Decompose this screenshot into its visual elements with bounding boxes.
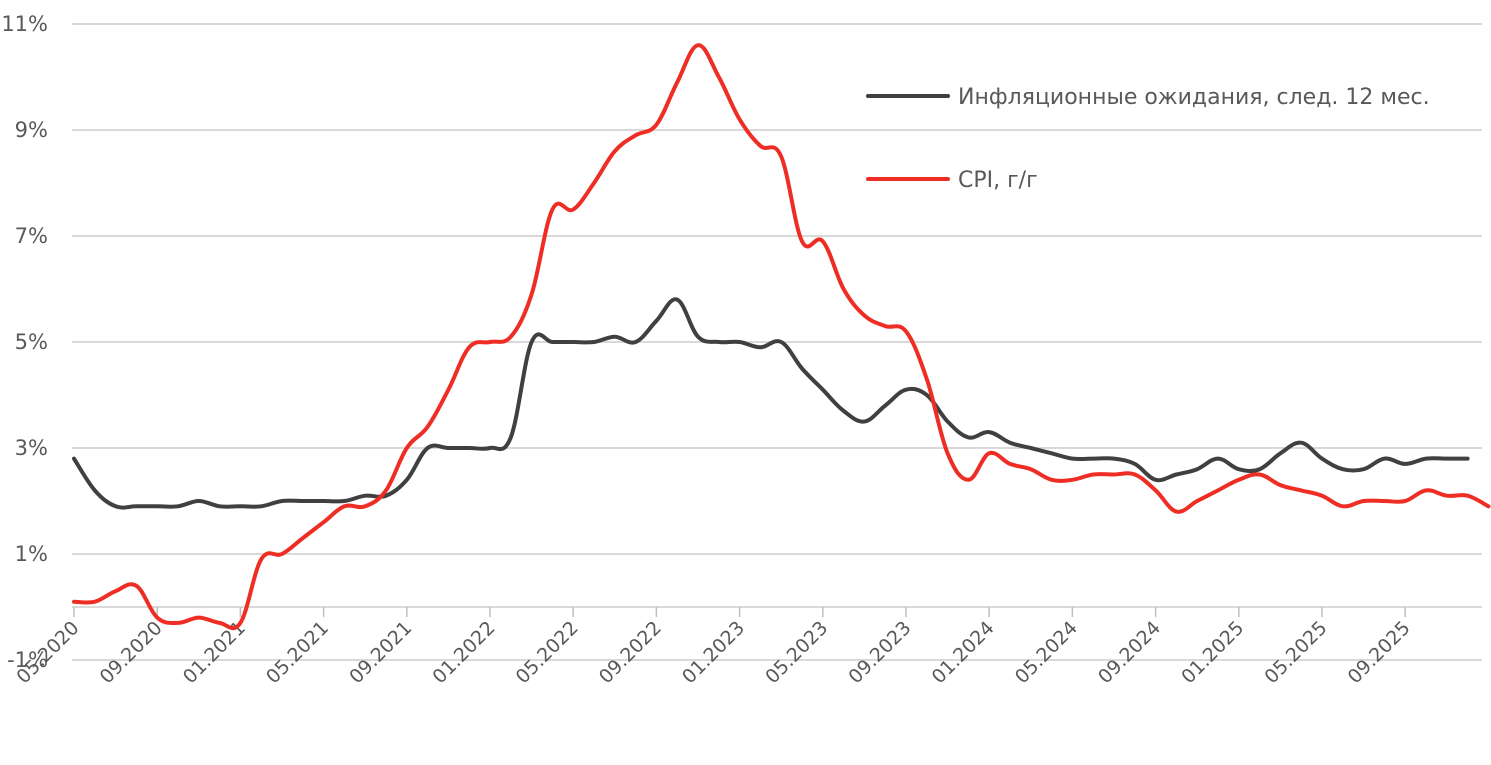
x-tick-label: 01.2025 [1177, 617, 1248, 688]
x-tick-label: 05.2021 [262, 617, 333, 688]
x-axis: 05.2020 09.2020 01.2021 05.2021 09.2021 01.20… [12, 606, 1482, 688]
y-tick-label: 5% [15, 330, 48, 354]
x-tick-label: 01.2021 [179, 617, 250, 688]
x-tick-label: 09.2024 [1094, 617, 1165, 688]
x-tick-label: 09.2023 [844, 617, 915, 688]
x-tick-label: 09.2021 [345, 617, 416, 688]
x-tick-label: 01.2024 [928, 617, 999, 688]
x-tick-label: 09.2020 [96, 617, 167, 688]
series-line-1 [72, 297, 1470, 510]
y-tick-label: 9% [15, 118, 48, 142]
x-tick-label: 05.2025 [1260, 617, 1331, 688]
x-tick-label: 05.2022 [512, 617, 583, 688]
y-tick-label: 11% [1, 12, 48, 36]
x-tick-label: 09.2025 [1344, 617, 1415, 688]
y-tick-label: 1% [15, 542, 48, 566]
x-tick-label: 01.2022 [428, 617, 499, 688]
legend-label-1: Инфляционные ожидания, след. 12 мес. [958, 85, 1430, 110]
y-axis-tick-labels: -1% 1% 3% 5% 7% 9% 11% [1, 12, 48, 672]
y-tick-label: -1% [7, 648, 48, 672]
y-tick-label: 3% [15, 436, 48, 460]
y-tick-label: 7% [15, 224, 48, 248]
gridlines [72, 23, 1482, 661]
series-lines [72, 43, 1491, 631]
legend: Инфляционные ожидания, след. 12 мес. CPI,… [866, 85, 1430, 193]
x-tick-label: 05.2023 [761, 617, 832, 688]
series-line-2 [72, 43, 1491, 631]
legend-label-2: CPI, г/г [958, 168, 1038, 193]
x-tick-label: 01.2023 [678, 617, 749, 688]
x-tick-label: 05.2024 [1011, 617, 1082, 688]
x-tick-label: 09.2022 [595, 617, 666, 688]
